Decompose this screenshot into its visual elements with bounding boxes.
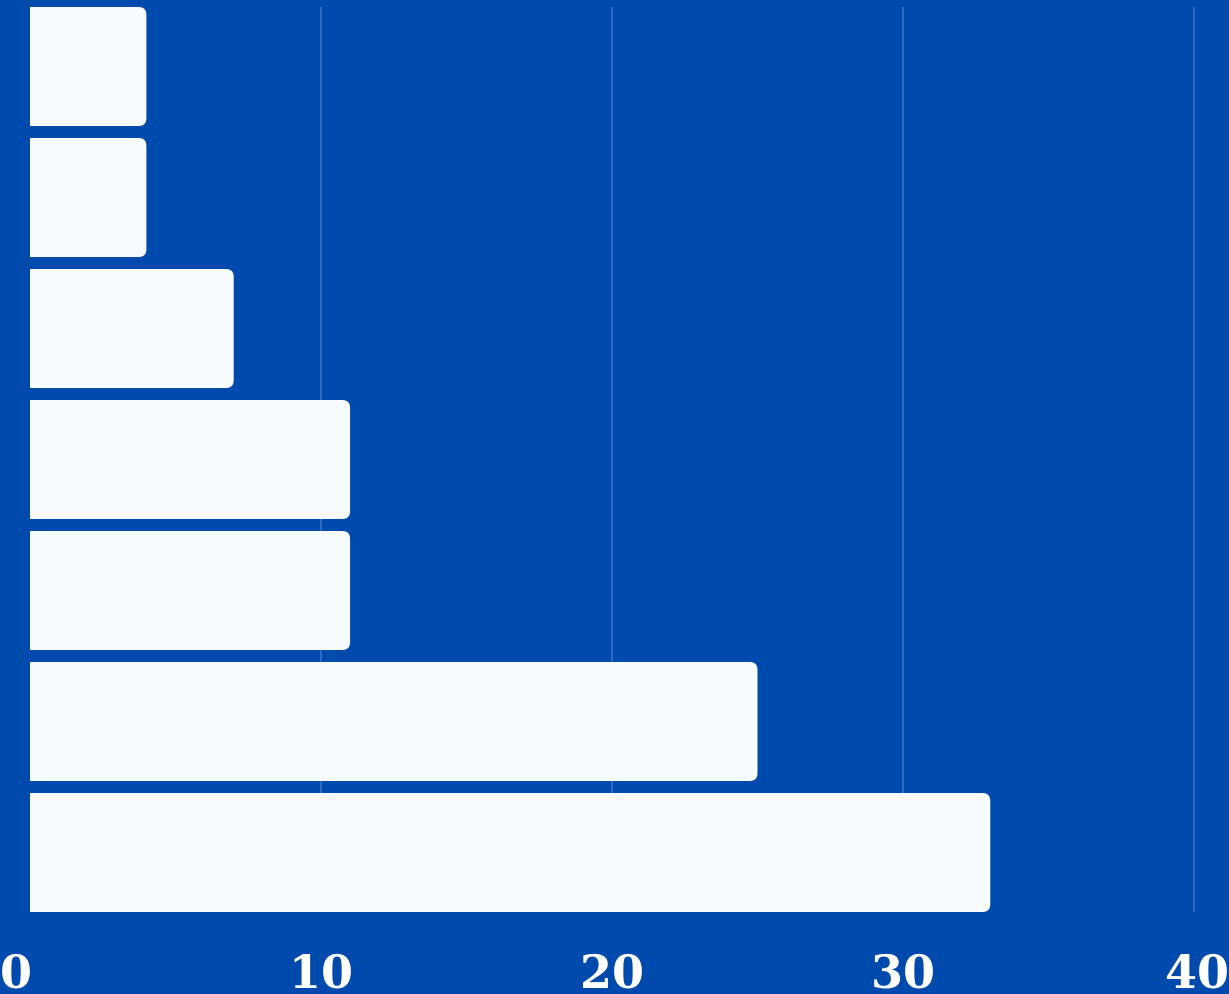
- x-tick-label-40: 40: [1165, 945, 1229, 994]
- bar-6: [30, 662, 758, 781]
- bar-1: [30, 7, 147, 126]
- x-axis-ticks: 0 10 20 30 40: [0, 945, 1229, 994]
- bar-2: [30, 138, 147, 257]
- bar-3: [30, 269, 234, 388]
- bar-5: [30, 531, 351, 650]
- bars: [30, 7, 991, 912]
- bar-7: [30, 793, 991, 912]
- x-tick-label-30: 30: [871, 945, 935, 994]
- x-tick-label-10: 10: [289, 945, 353, 994]
- bar-4: [30, 400, 351, 519]
- x-tick-label-0: 0: [0, 945, 32, 994]
- x-tick-label-20: 20: [580, 945, 644, 994]
